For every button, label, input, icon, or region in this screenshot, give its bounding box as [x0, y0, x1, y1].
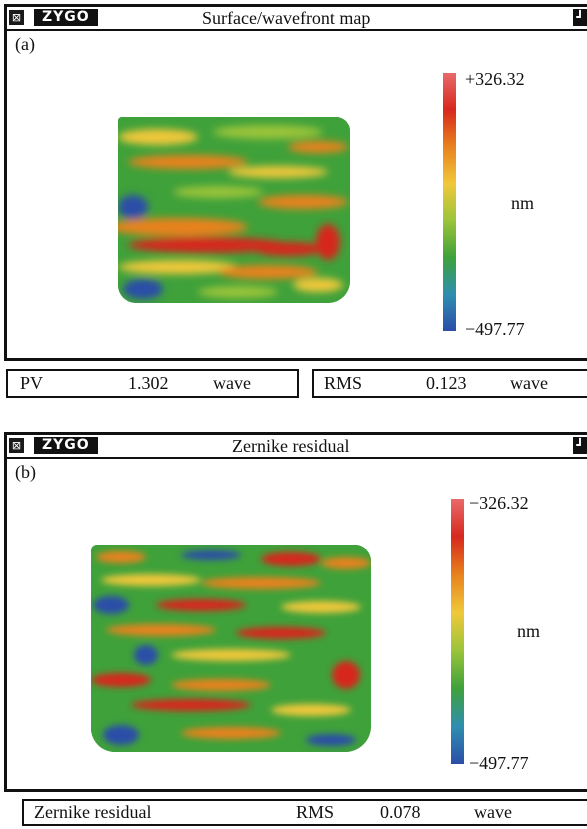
- pv-readout: PV 1.302 wave: [6, 369, 299, 398]
- zernike-residual-panel: ⊠ ZYGO Zernike residual ┛ (b): [4, 432, 587, 829]
- pv-value: 1.302: [128, 373, 169, 393]
- window-corner-icon[interactable]: ┛: [573, 437, 587, 454]
- window-title: Zernike residual: [232, 436, 350, 456]
- colorbar-min-label: −497.77: [469, 753, 529, 773]
- zygo-logo: ZYGO: [34, 437, 98, 454]
- rms-label: RMS: [324, 373, 363, 393]
- surface-map-panel: ⊠ ZYGO Surface/wavefront map ┛ (a): [4, 4, 587, 406]
- window-title: Surface/wavefront map: [202, 8, 371, 28]
- titlebar: ⊠ ZYGO Surface/wavefront map ┛: [7, 7, 587, 31]
- pv-unit: wave: [213, 373, 251, 393]
- window-corner-icon[interactable]: ┛: [573, 9, 587, 26]
- rms-unit: wave: [510, 373, 548, 393]
- surface-map-window: ⊠ ZYGO Surface/wavefront map ┛ (a): [4, 4, 587, 361]
- colorbar-unit-label: nm: [517, 621, 541, 641]
- colorbar-min-label: −497.77: [465, 319, 525, 339]
- panel-label: (a): [15, 34, 35, 54]
- colorbar-max-label: −326.32: [469, 493, 529, 513]
- rms-unit: wave: [474, 802, 512, 822]
- zygo-logo: ZYGO: [34, 9, 98, 26]
- colorbar: [451, 499, 464, 764]
- rms-value: 0.078: [380, 802, 421, 822]
- system-menu-icon[interactable]: ⊠: [9, 438, 24, 453]
- zernike-residual-window: ⊠ ZYGO Zernike residual ┛ (b): [4, 432, 587, 792]
- colorbar-unit-label: nm: [511, 193, 535, 213]
- colorbar: [443, 73, 456, 331]
- zernike-residual-image: [91, 545, 371, 752]
- colorbar-max-label: +326.32: [465, 69, 525, 89]
- rms-readout: RMS 0.123 wave: [312, 369, 587, 398]
- titlebar: ⊠ ZYGO Zernike residual ┛: [7, 435, 587, 459]
- surface-map-image: [118, 117, 350, 303]
- panel-label: (b): [15, 462, 36, 482]
- readout-name: Zernike residual: [34, 802, 152, 822]
- rms-value: 0.123: [426, 373, 467, 393]
- zernike-rms-readout: Zernike residual RMS 0.078 wave: [22, 799, 587, 826]
- rms-label: RMS: [296, 802, 335, 822]
- pv-label: PV: [20, 373, 44, 393]
- system-menu-icon[interactable]: ⊠: [9, 10, 24, 25]
